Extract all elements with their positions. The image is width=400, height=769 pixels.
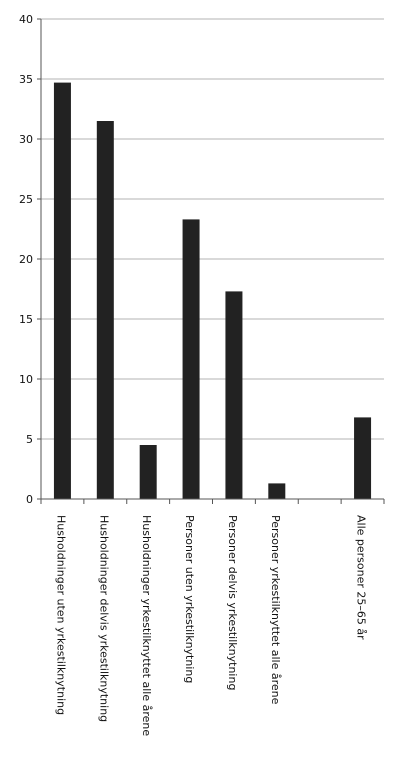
y-tick-labels: 0 5 10 15 20 25 30 35 40 xyxy=(19,13,33,506)
y-tick-label: 5 xyxy=(26,433,33,446)
y-tick-label: 25 xyxy=(19,193,33,206)
bar xyxy=(139,445,157,499)
category-label: Husholdninger yrkestilknyttet alle årene xyxy=(140,515,153,736)
axes xyxy=(37,18,385,504)
bar xyxy=(225,291,243,499)
bar xyxy=(268,483,286,499)
y-tick-label: 15 xyxy=(19,313,33,326)
category-label: Personer yrkestilknyttet alle årene xyxy=(269,515,282,705)
bars xyxy=(53,82,372,499)
y-tick-label: 0 xyxy=(26,493,33,506)
gridlines xyxy=(41,18,384,440)
bar xyxy=(53,82,71,499)
category-label: Husholdninger uten yrkestilknytning xyxy=(54,515,67,715)
bar xyxy=(354,417,372,499)
y-tick-label: 10 xyxy=(19,373,33,386)
category-label: Husholdninger delvis yrkestilknytning xyxy=(97,515,110,722)
bar xyxy=(182,219,200,499)
y-tick-label: 20 xyxy=(19,253,33,266)
category-label: Personer delvis yrkestilknytning xyxy=(226,515,239,690)
category-label: Personer uten yrkestilknytning xyxy=(183,515,196,683)
category-label: Alle personer 25–65 år xyxy=(355,515,368,640)
y-tick-label: 40 xyxy=(19,13,33,26)
bar xyxy=(96,121,114,499)
y-tick-label: 35 xyxy=(19,73,33,86)
y-tick-label: 30 xyxy=(19,133,33,146)
category-labels: Husholdninger uten yrkestilknytning Husho… xyxy=(54,515,367,736)
